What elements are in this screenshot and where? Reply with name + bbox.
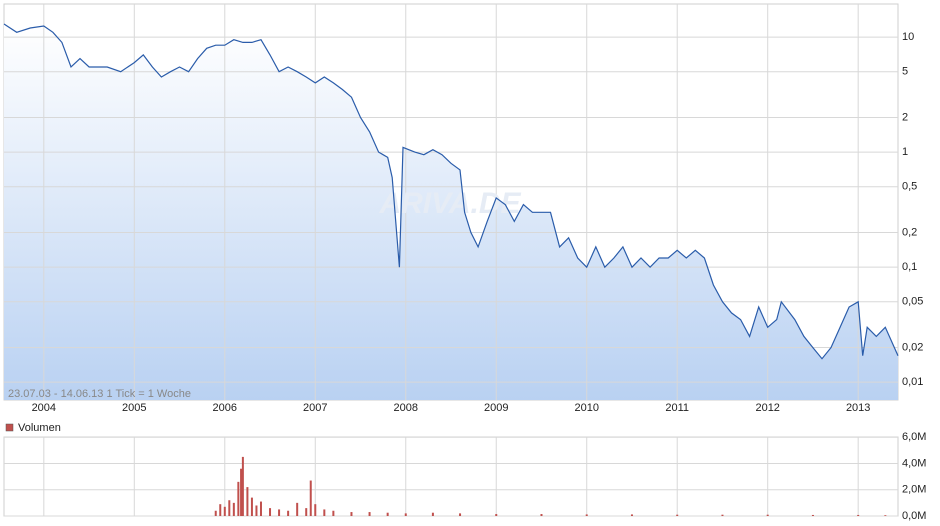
y-tick-label: 0,05 (902, 296, 923, 308)
volume-bar (857, 514, 860, 516)
x-tick-label: 2012 (755, 402, 779, 414)
volume-bar (314, 504, 317, 516)
volume-bar (404, 513, 407, 516)
volume-bar (368, 512, 371, 516)
volume-bar (219, 504, 222, 516)
x-tick-label: 2011 (665, 402, 689, 414)
volume-bar (232, 502, 235, 516)
volume-frame (3, 436, 899, 517)
y-tick-label: 0,1 (902, 261, 917, 273)
volume-bar (350, 512, 353, 516)
volume-bar (305, 508, 308, 516)
x-tick-label: 2007 (303, 402, 327, 414)
volume-bar (255, 505, 258, 516)
volume-bar (250, 497, 253, 516)
volume-bar (386, 512, 389, 516)
volume-bar (309, 480, 312, 516)
x-tick-label: 2009 (484, 402, 508, 414)
x-tick-label: 2013 (846, 402, 870, 414)
volume-bar (228, 500, 231, 516)
volume-bar (296, 502, 299, 516)
volume-bar (721, 514, 724, 516)
volume-bar (214, 510, 217, 516)
y-tick-label: 2 (902, 111, 908, 123)
watermark: ARIVA.DE (378, 187, 521, 220)
volume-bar (495, 514, 498, 516)
y-tick-label: 0,02 (902, 341, 923, 353)
legend-label: Volumen (18, 422, 61, 434)
y-tick-label: 10 (902, 31, 914, 43)
y-tick-label: 0,5 (902, 181, 917, 193)
x-tick-label: 2004 (32, 402, 56, 414)
volume-bar (241, 456, 244, 516)
volume-bar (585, 514, 588, 516)
volume-bar (540, 514, 543, 516)
volume-bar (323, 509, 326, 516)
y-tick-label: 0,01 (902, 376, 923, 388)
volume-bar (237, 481, 240, 516)
x-tick-label: 2006 (213, 402, 237, 414)
volume-bar (287, 510, 290, 516)
volume-bar (884, 515, 887, 516)
y-tick-label: 0,2 (902, 226, 917, 238)
volume-bar (246, 487, 249, 516)
x-tick-label: 2005 (122, 402, 146, 414)
volume-bar (811, 514, 814, 516)
x-tick-label: 2010 (574, 402, 598, 414)
volume-bar (259, 501, 262, 516)
legend-swatch (5, 423, 14, 432)
annotation: 23.07.03 - 14.06.13 1 Tick = 1 Woche (8, 388, 191, 400)
volume-bar (332, 510, 335, 516)
volume-bar (223, 506, 226, 516)
y-tick-label: 1 (902, 146, 908, 158)
volume-bar (431, 512, 434, 516)
y-tick-label: 2,0M (902, 484, 926, 496)
y-tick-label: 6,0M (902, 431, 926, 443)
volume-bar (278, 509, 281, 516)
volume-bar (269, 508, 272, 516)
y-tick-label: 4,0M (902, 457, 926, 469)
x-tick-label: 2008 (394, 402, 418, 414)
volume-bar (240, 468, 243, 516)
volume-bar (459, 513, 462, 516)
volume-bar (766, 514, 769, 516)
volume-bar (676, 514, 679, 516)
volume-bar (630, 514, 633, 516)
y-tick-label: 5 (902, 66, 908, 78)
y-tick-label: 0,0M (902, 510, 926, 522)
price-line (3, 23, 899, 360)
